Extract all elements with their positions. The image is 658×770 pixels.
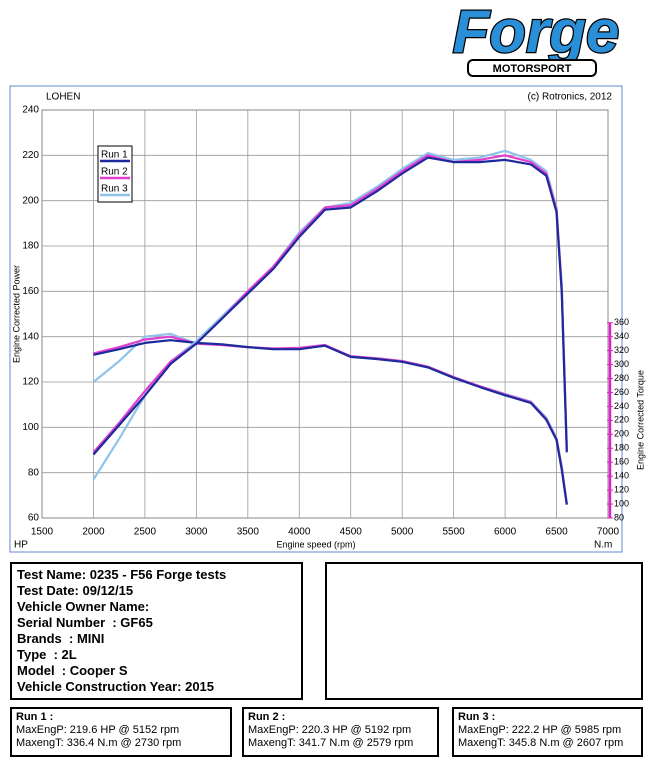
y2-tick-label: 180 xyxy=(614,443,629,453)
y-axis-label: Engine Corrected Power xyxy=(11,265,21,363)
y2-tick-label: 300 xyxy=(614,359,629,369)
run-box: Run 2 : MaxEngP: 220.3 HP @ 5192 rpm Maxen… xyxy=(242,707,439,757)
y-tick-label: 220 xyxy=(22,150,39,161)
y-tick-label: 60 xyxy=(28,513,40,524)
y2-tick-label: 340 xyxy=(614,331,629,341)
y2-tick-label: 280 xyxy=(614,373,629,383)
y-tick-label: 240 xyxy=(22,105,39,116)
y-tick-label: 80 xyxy=(28,467,40,478)
x-tick-label: 2500 xyxy=(134,527,157,538)
logo-name: Forge xyxy=(453,0,620,65)
run-torque: MaxengT: 336.4 N.m @ 2730 rpm xyxy=(16,737,182,749)
run-box: Run 1 : MaxEngP: 219.6 HP @ 5152 rpm Maxen… xyxy=(10,707,232,757)
y-tick-label: 200 xyxy=(22,195,39,206)
y2-tick-label: 320 xyxy=(614,345,629,355)
y2-tick-label: 200 xyxy=(614,429,629,439)
y2-tick-label: 260 xyxy=(614,387,629,397)
x-tick-label: 3000 xyxy=(185,527,208,538)
info-line: Test Date: 09/12/15 xyxy=(17,583,134,598)
y-tick-label: 100 xyxy=(22,422,39,433)
info-line: Serial Number : GF65 xyxy=(17,615,153,630)
y-unit: HP xyxy=(14,540,28,551)
info-line: Type : 2L xyxy=(17,647,77,662)
legend-box xyxy=(97,145,133,203)
y2-tick-label: 140 xyxy=(614,471,629,481)
info-line: Model : Cooper S xyxy=(17,663,128,678)
x-tick-label: 5000 xyxy=(391,527,414,538)
info-line: Vehicle Construction Year: 2015 xyxy=(17,679,215,694)
x-tick-label: 6000 xyxy=(494,527,517,538)
x-tick-label: 4500 xyxy=(340,527,363,538)
run-power: MaxEngP: 220.3 HP @ 5192 rpm xyxy=(248,724,412,736)
run-title: Run 3 : xyxy=(458,711,496,723)
copyright: (c) Rotronics, 2012 xyxy=(528,92,613,103)
legend-label: Run 3 xyxy=(101,184,128,195)
run-title: Run 1 : xyxy=(16,711,54,723)
y2-tick-label: 80 xyxy=(614,512,624,522)
legend-label: Run 1 xyxy=(101,150,128,161)
y-tick-label: 140 xyxy=(22,331,39,342)
run-box: Run 3 : MaxEngP: 222.2 HP @ 5985 rpm Maxen… xyxy=(452,707,643,757)
y2-tick-label: 360 xyxy=(614,317,629,327)
chart: Forge MOTORSPORT LOHEN (c) Rotronics, 20… xyxy=(9,0,645,553)
legend-label: Run 2 xyxy=(101,167,128,178)
run-title: Run 2 : xyxy=(248,711,286,723)
logo-tagline: MOTORSPORT xyxy=(493,63,572,75)
y2-tick-label: 160 xyxy=(614,457,629,467)
data-line xyxy=(92,156,568,456)
empty-box xyxy=(325,562,643,700)
x-tick-label: 1500 xyxy=(31,527,54,538)
x-axis-label: Engine speed (rpm) xyxy=(276,539,355,549)
y-tick-label: 180 xyxy=(22,241,39,252)
test-info-box: Test Name: 0235 - F56 Forge tests Test Da… xyxy=(10,562,303,700)
info-line: Test Name: 0235 - F56 Forge tests xyxy=(17,567,227,582)
info-line: Vehicle Owner Name: xyxy=(17,599,150,614)
x-tick-label: 5500 xyxy=(443,527,466,538)
run-power: MaxEngP: 222.2 HP @ 5985 rpm xyxy=(458,724,622,736)
y2-tick-label: 220 xyxy=(614,415,629,425)
chart-title: LOHEN xyxy=(46,92,80,103)
run-torque: MaxengT: 345.8 N.m @ 2607 rpm xyxy=(458,737,624,749)
run-torque: MaxengT: 341.7 N.m @ 2579 rpm xyxy=(248,737,414,749)
y-tick-label: 160 xyxy=(22,286,39,297)
y2-unit: N.m xyxy=(594,540,612,551)
y2-tick-label: 100 xyxy=(614,498,629,508)
y-tick-label: 120 xyxy=(22,377,39,388)
x-tick-label: 3500 xyxy=(237,527,260,538)
run-power: MaxEngP: 219.6 HP @ 5152 rpm xyxy=(16,724,180,736)
y2-tick-label: 240 xyxy=(614,401,629,411)
info-line: Brands : MINI xyxy=(17,631,105,646)
x-tick-label: 7000 xyxy=(597,527,620,538)
x-tick-label: 6500 xyxy=(545,527,568,538)
data-line xyxy=(93,339,568,505)
x-tick-label: 4000 xyxy=(288,527,311,538)
y2-axis-label: Engine Corrected Torque xyxy=(635,370,645,470)
y2-tick-label: 120 xyxy=(614,484,629,494)
logo-badge xyxy=(467,59,597,77)
x-tick-label: 2000 xyxy=(82,527,105,538)
